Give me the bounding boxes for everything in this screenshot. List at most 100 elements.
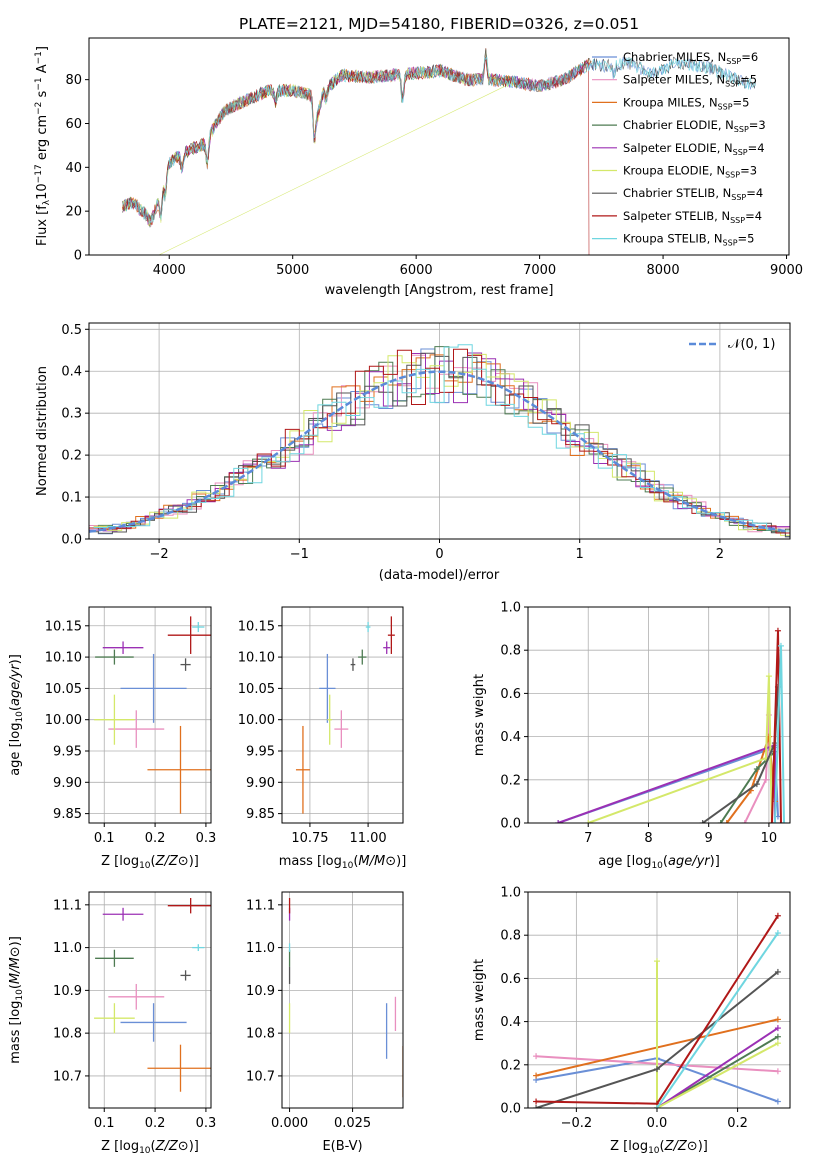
ytick-label: 10.00 [238, 713, 275, 728]
xtick-label: 11.00 [349, 831, 386, 846]
ytick-label: 9.85 [246, 807, 275, 822]
panel-frame [527, 606, 791, 824]
legend-label-kroupa_stelib: Kroupa STELIB, NSSP=5 [623, 232, 754, 248]
ytick-label: 10.8 [246, 1027, 275, 1042]
spectrum-line-salpeter_elodie [122, 48, 589, 225]
ytick-label: 9.85 [53, 807, 82, 822]
ytick-label: 0.6 [500, 972, 521, 987]
ytick-label: 10.10 [45, 651, 82, 666]
massweight-vs-age-panel: 7 8 9 10 0.0 0.2 0.4 0.6 0.8 1.0 age [log10(age/yr… [472, 601, 791, 871]
marks [533, 912, 781, 1108]
ytick-label: 10.7 [246, 1069, 275, 1084]
spectrum-ytick-label: 60 [65, 117, 82, 132]
spectrum-yticks: 0 20 40 60 80 [65, 73, 89, 264]
spectrum-line-kroupa_stelib [122, 56, 756, 225]
ytick-label: 10.8 [53, 1027, 82, 1042]
xtick-label: 0.1 [94, 831, 115, 846]
residual-xtick-label: 1 [576, 547, 584, 562]
legend-label-kroupa_miles: Kroupa MILES, NSSP=5 [623, 95, 749, 111]
residual-ytick-label: 0.1 [61, 491, 82, 506]
panel-ylabel: mass weight [472, 674, 487, 756]
panel-frame [527, 891, 791, 1109]
ytick-label: 10.7 [53, 1069, 82, 1084]
ytick-label: 10.15 [45, 619, 82, 634]
panel-frame [281, 606, 404, 824]
panel-xlabel: mass [log10(M/M⊙)] [279, 854, 407, 871]
panel-ylabel: age [log10(age/yr)] [8, 654, 25, 776]
spectrum-xtick-label: 5000 [276, 263, 309, 278]
spectrum-xtick-label: 6000 [400, 263, 433, 278]
panel-frame [88, 606, 212, 824]
ytick-label: 0.0 [500, 1102, 521, 1117]
spectrum-xtick-label: 8000 [647, 263, 680, 278]
spectrum-ytick-label: 80 [65, 73, 82, 88]
panel-frame [88, 891, 212, 1109]
residual-xtick-label: −2 [150, 547, 169, 562]
spectrum-frame [88, 37, 790, 256]
ytick-label: 9.95 [246, 745, 275, 760]
ytick-label: 10.05 [45, 682, 82, 697]
gaussian-legend-label: 𝒩(0, 1) [728, 337, 775, 352]
residual-xtick-label: 2 [716, 547, 724, 562]
residual-ticks: −2 −1 0 1 2 0.0 0.1 0.2 0.3 0.4 0.5 [61, 323, 724, 562]
weight-line-kroupa_miles [725, 736, 776, 823]
xtick-label: −0.2 [561, 1116, 593, 1131]
ytick-label: 11.1 [246, 898, 275, 913]
residual-hist-chabrier_stelib [89, 352, 790, 538]
spectrum-xticks: 4000 5000 6000 7000 8000 9000 [153, 255, 803, 278]
panel-xlabel: Z [log10(Z/Z⊙)] [610, 1139, 708, 1156]
age-vs-z-panel: 0.1 0.2 0.3 9.85 9.90 9.95 10.00 10.05 10.10 10.1… [8, 606, 216, 871]
ytick-label: 0.4 [500, 1015, 521, 1030]
weight-line-kroupa_stelib [656, 932, 779, 1108]
legend-label-chabrier_miles: Chabrier MILES, NSSP=6 [623, 50, 758, 66]
ytick-label: 10.9 [246, 984, 275, 999]
panel-frame [281, 891, 404, 1109]
spectrum-panel: 4000 5000 6000 7000 8000 9000 0 20 40 60 80 wavel… [34, 37, 803, 298]
ytick-label: 11.1 [53, 898, 82, 913]
weight-line-kroupa_elodie [587, 676, 773, 823]
age-vs-mass-panel: 10.75 11.00 9.85 9.90 9.95 10.00 10.05 10.10 10.… [238, 606, 407, 871]
xtick-label: 9 [705, 831, 713, 846]
ytick-label: 0.6 [500, 687, 521, 702]
ytick-label: 1.0 [500, 886, 521, 901]
residual-ytick-label: 0.4 [61, 365, 82, 380]
ytick-label: 9.90 [53, 776, 82, 791]
xtick-label: 0.000 [271, 1116, 308, 1131]
ytick-label: 11.0 [53, 941, 82, 956]
panel-ylabel: mass weight [472, 959, 487, 1041]
residual-ytick-label: 0.0 [61, 533, 82, 548]
ytick-label: 0.8 [500, 929, 521, 944]
residual-xtick-label: −1 [290, 547, 309, 562]
panel-ylabel: mass [log10(M/M⊙)] [8, 936, 25, 1064]
panel-xlabel: E(B-V) [322, 1139, 362, 1154]
residual-panel: −2 −1 0 1 2 0.0 0.1 0.2 0.3 0.4 0.5 (data-model)/e… [35, 322, 791, 583]
residual-ylabel: Normed distribution [35, 366, 50, 496]
spectrum-legend: Chabrier MILES, NSSP=6 Salpeter MILES, NS… [592, 50, 766, 248]
xtick-label: 10 [761, 831, 778, 846]
legend-label-chabrier_elodie: Chabrier ELODIE, NSSP=3 [623, 118, 766, 134]
xtick-label: 0.2 [145, 831, 166, 846]
spectrum-xtick-label: 7000 [523, 263, 556, 278]
marks [555, 627, 787, 823]
xtick-label: 0.2 [145, 1116, 166, 1131]
ytick-label: 0.2 [500, 1058, 521, 1073]
panel-xlabel: Z [log10(Z/Z⊙)] [101, 1139, 199, 1156]
figure-title: PLATE=2121, MJD=54180, FIBERID=0326, z=0… [239, 15, 639, 33]
ytick-label: 10.00 [45, 713, 82, 728]
residual-ytick-label: 0.5 [61, 323, 82, 338]
residual-hist-kroupa_stelib [93, 344, 790, 532]
residual-ytick-label: 0.2 [61, 449, 82, 464]
ytick-label: 9.90 [246, 776, 275, 791]
marks [288, 897, 403, 1098]
mass-vs-z-panel: 0.1 0.2 0.3 10.7 10.8 10.9 11.0 11.1 Z [log10(Z/… [8, 891, 216, 1156]
spectrum-xtick-label: 9000 [770, 263, 803, 278]
ytick-label: 10.10 [238, 651, 275, 666]
spectrum-xlabel: wavelength [Angstrom, rest frame] [325, 283, 554, 298]
residual-steps [88, 344, 790, 538]
residual-hist-salpeter_stelib [89, 348, 790, 534]
legend-label-salpeter_stelib: Salpeter STELIB, NSSP=4 [623, 209, 762, 225]
residual-xlabel: (data-model)/error [379, 568, 500, 583]
ytick-label: 0.4 [500, 730, 521, 745]
ytick-label: 10.9 [53, 984, 82, 999]
xtick-label: 7 [584, 831, 592, 846]
